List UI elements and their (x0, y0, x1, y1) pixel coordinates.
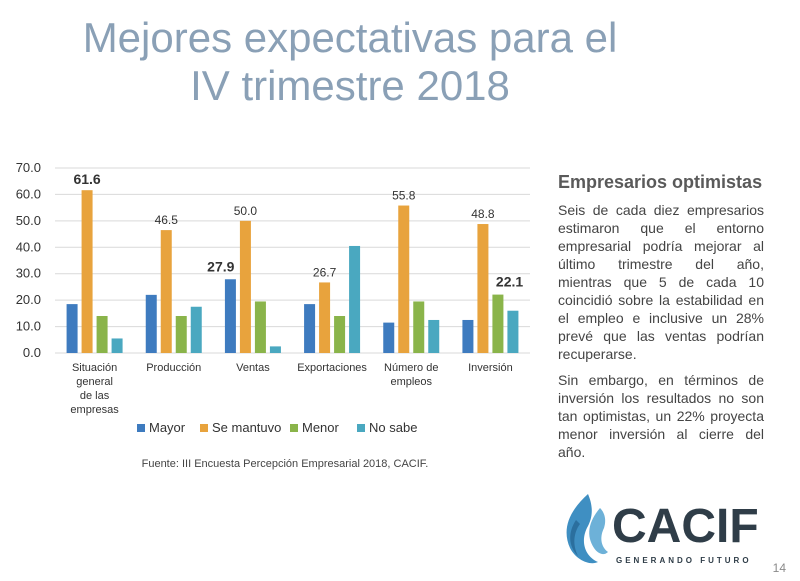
x-tick-label: empleos (390, 376, 432, 388)
y-tick-label: 30.0 (16, 266, 41, 281)
legend-label: Se mantuvo (212, 420, 281, 435)
y-tick-label: 50.0 (16, 213, 41, 228)
commentary-panel: Empresarios optimistas Seis de cada diez… (558, 172, 764, 469)
x-tick-label: Situación (72, 362, 117, 374)
data-label: 22.1 (496, 274, 523, 290)
data-label: 27.9 (207, 258, 234, 274)
slide-title: Mejores expectativas para el IV trimestr… (40, 14, 660, 110)
bar-se-mantuvo (477, 224, 489, 353)
x-tick-label: Exportaciones (297, 362, 367, 374)
x-tick-label: Número de (384, 362, 438, 374)
x-tick-label: Inversión (468, 362, 513, 374)
data-label: 55.8 (392, 189, 416, 203)
data-label: 61.6 (73, 171, 100, 187)
x-tick-label: Ventas (236, 362, 270, 374)
y-tick-label: 60.0 (16, 186, 41, 201)
x-tick-label: de las (80, 390, 110, 402)
bar-mayor (224, 279, 236, 353)
bar-no-sabe (190, 306, 202, 353)
y-tick-label: 0.0 (23, 345, 41, 360)
y-tick-label: 40.0 (16, 239, 41, 254)
data-label: 48.8 (471, 207, 495, 221)
data-label: 46.5 (155, 213, 179, 227)
y-tick-label: 20.0 (16, 292, 41, 307)
bar-mayor (66, 304, 78, 353)
bar-menor (492, 294, 504, 353)
cacif-logo: CACIF GENERANDO FUTURO (558, 490, 763, 572)
x-tick-label: Producción (146, 362, 201, 374)
bar-menor (254, 301, 266, 353)
commentary-paragraph-1: Seis de cada diez empresarios estimaron … (558, 202, 764, 362)
bar-se-mantuvo (160, 230, 172, 353)
bar-no-sabe (111, 338, 123, 353)
bar-menor (96, 316, 108, 353)
legend-swatch (137, 424, 145, 432)
commentary-paragraph-2: Sin embargo, en términos de inversión lo… (558, 372, 764, 460)
bar-no-sabe (269, 346, 281, 353)
data-label: 26.7 (313, 265, 337, 279)
commentary-heading: Empresarios optimistas (558, 172, 763, 192)
flame-icon (566, 494, 608, 564)
bar-mayor (304, 304, 316, 353)
legend-swatch (357, 424, 365, 432)
y-tick-label: 10.0 (16, 319, 41, 334)
bar-no-sabe (507, 310, 519, 353)
legend-label: Menor (302, 420, 340, 435)
bar-menor (175, 316, 187, 353)
logo-tagline: GENERANDO FUTURO (616, 556, 752, 565)
bar-no-sabe (349, 245, 361, 353)
bar-se-mantuvo (239, 220, 251, 353)
title-line-1: Mejores expectativas para el (82, 14, 618, 61)
title-line-2: IV trimestre 2018 (190, 62, 510, 109)
legend-swatch (290, 424, 298, 432)
bar-no-sabe (428, 319, 440, 353)
source-note: Fuente: III Encuesta Percepción Empresar… (141, 458, 429, 470)
page-number: 14 (772, 561, 786, 575)
data-label: 50.0 (234, 204, 258, 218)
bar-se-mantuvo (398, 205, 410, 353)
legend-label: Mayor (149, 420, 186, 435)
bar-chart: 0.0 10.0 20.0 30.0 40.0 50.0 60.0 70.0 61.6 46.5 5… (0, 150, 540, 480)
legend-label: No sabe (369, 420, 417, 435)
bar-mayor (462, 319, 474, 353)
chart-svg: 0.0 10.0 20.0 30.0 40.0 50.0 60.0 70.0 61.6 46.5 5… (16, 160, 530, 435)
bar-menor (334, 316, 346, 353)
bar-mayor (383, 322, 395, 353)
x-tick-label: empresas (70, 404, 119, 416)
bar-se-mantuvo (319, 282, 331, 353)
legend-swatch (200, 424, 208, 432)
bar-mayor (145, 294, 157, 353)
y-tick-label: 70.0 (16, 160, 41, 175)
bar-se-mantuvo (81, 190, 93, 353)
bar-menor (413, 301, 425, 353)
x-tick-label: general (76, 376, 113, 388)
logo-wordmark: CACIF (612, 500, 759, 553)
